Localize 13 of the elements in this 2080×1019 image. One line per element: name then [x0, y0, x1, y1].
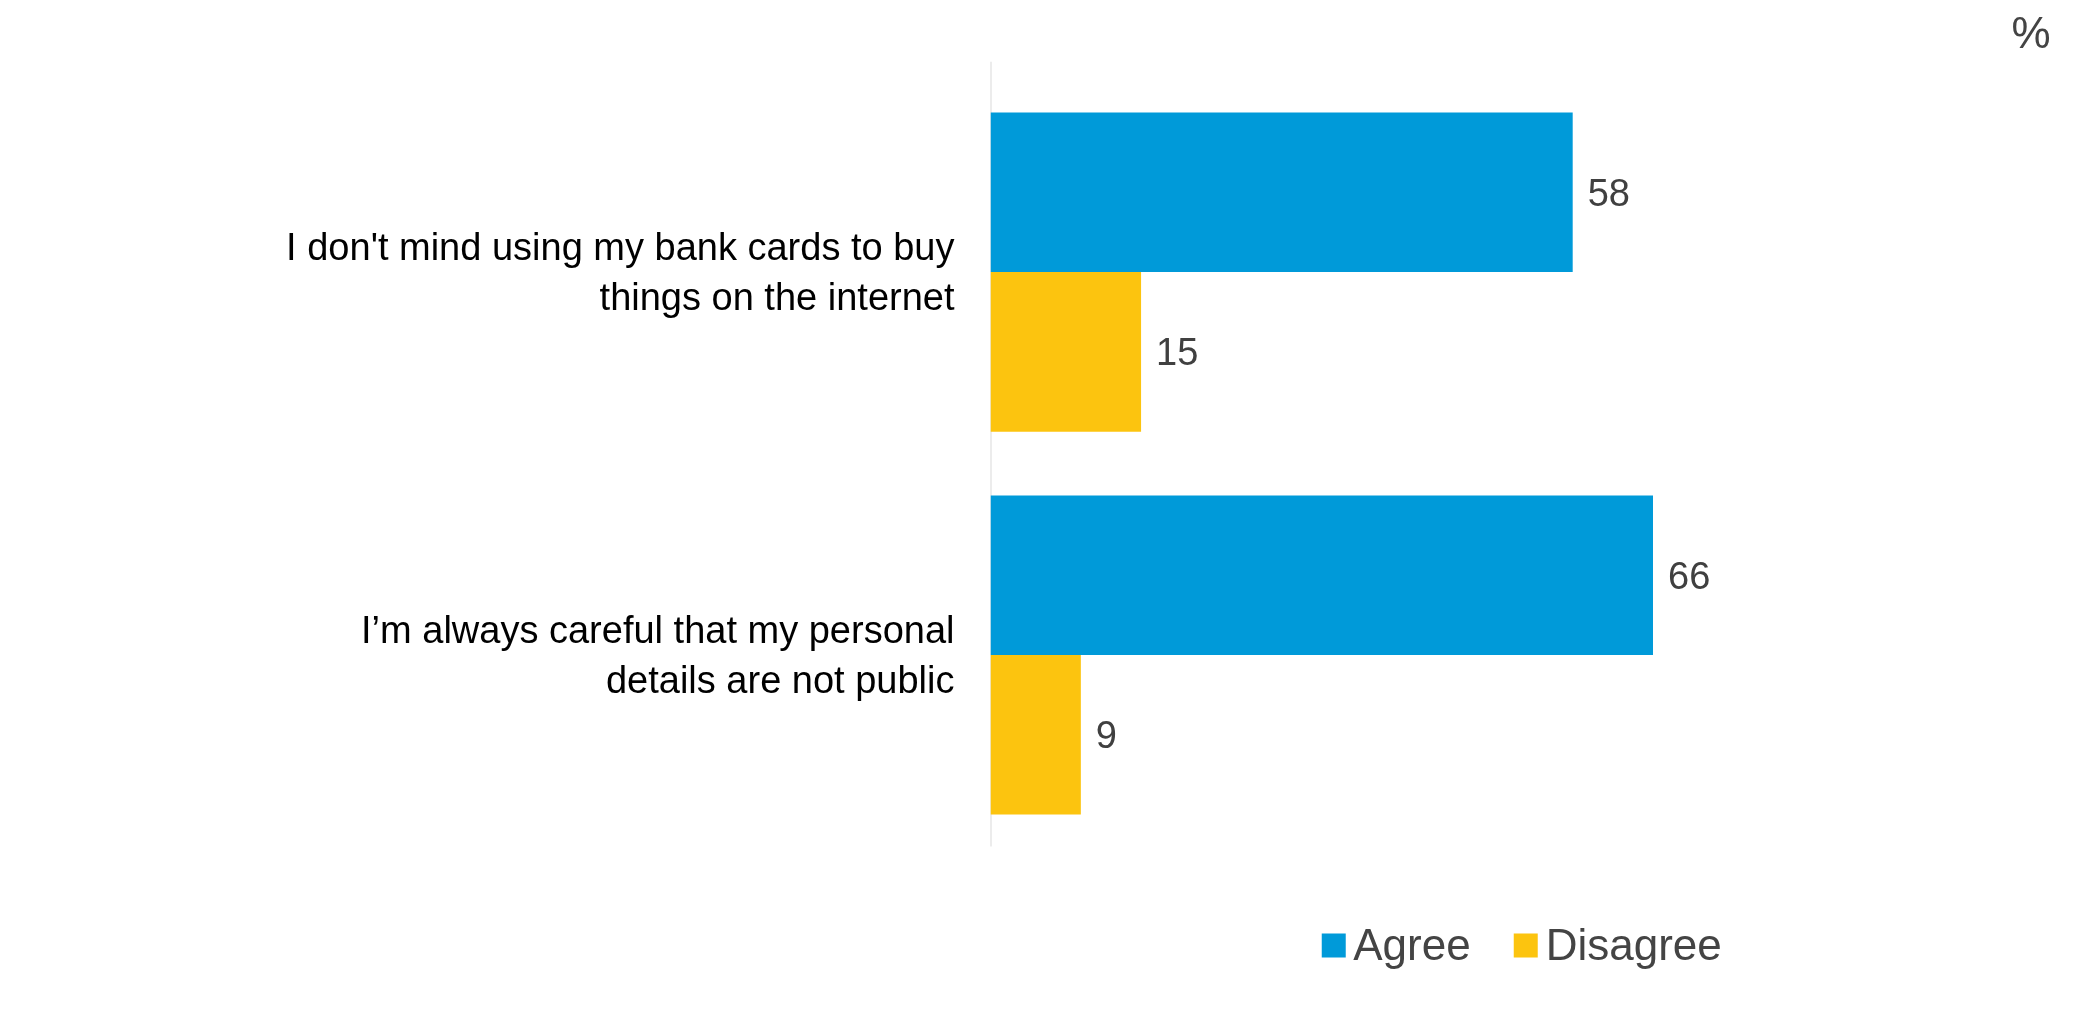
text: % [2011, 7, 2051, 57]
legend-label: Disagree [1545, 920, 1722, 970]
data-label: 15 [1156, 331, 1199, 374]
data-label: 9 [1095, 714, 1117, 757]
y-tick-label: I don't mind using my bank cards to buy things on the internet [286, 225, 955, 319]
bar [990, 272, 1142, 432]
data-label: 58 [1587, 171, 1630, 214]
legend-label: Agree [1353, 920, 1471, 970]
y-tick-label: I’m always careful that my personal details are not public [361, 608, 955, 702]
bar [990, 112, 1573, 273]
data-label: 66 [1668, 554, 1711, 597]
bar [990, 655, 1081, 815]
bar [990, 495, 1653, 656]
